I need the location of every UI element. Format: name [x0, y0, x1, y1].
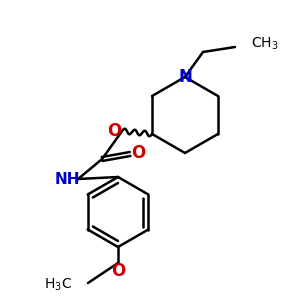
Text: NH: NH: [54, 172, 80, 187]
Text: H$_3$C: H$_3$C: [44, 277, 72, 293]
Text: CH$_3$: CH$_3$: [251, 36, 279, 52]
Text: O: O: [131, 144, 145, 162]
Text: O: O: [111, 262, 125, 280]
Text: O: O: [107, 122, 121, 140]
Text: N: N: [178, 68, 192, 86]
